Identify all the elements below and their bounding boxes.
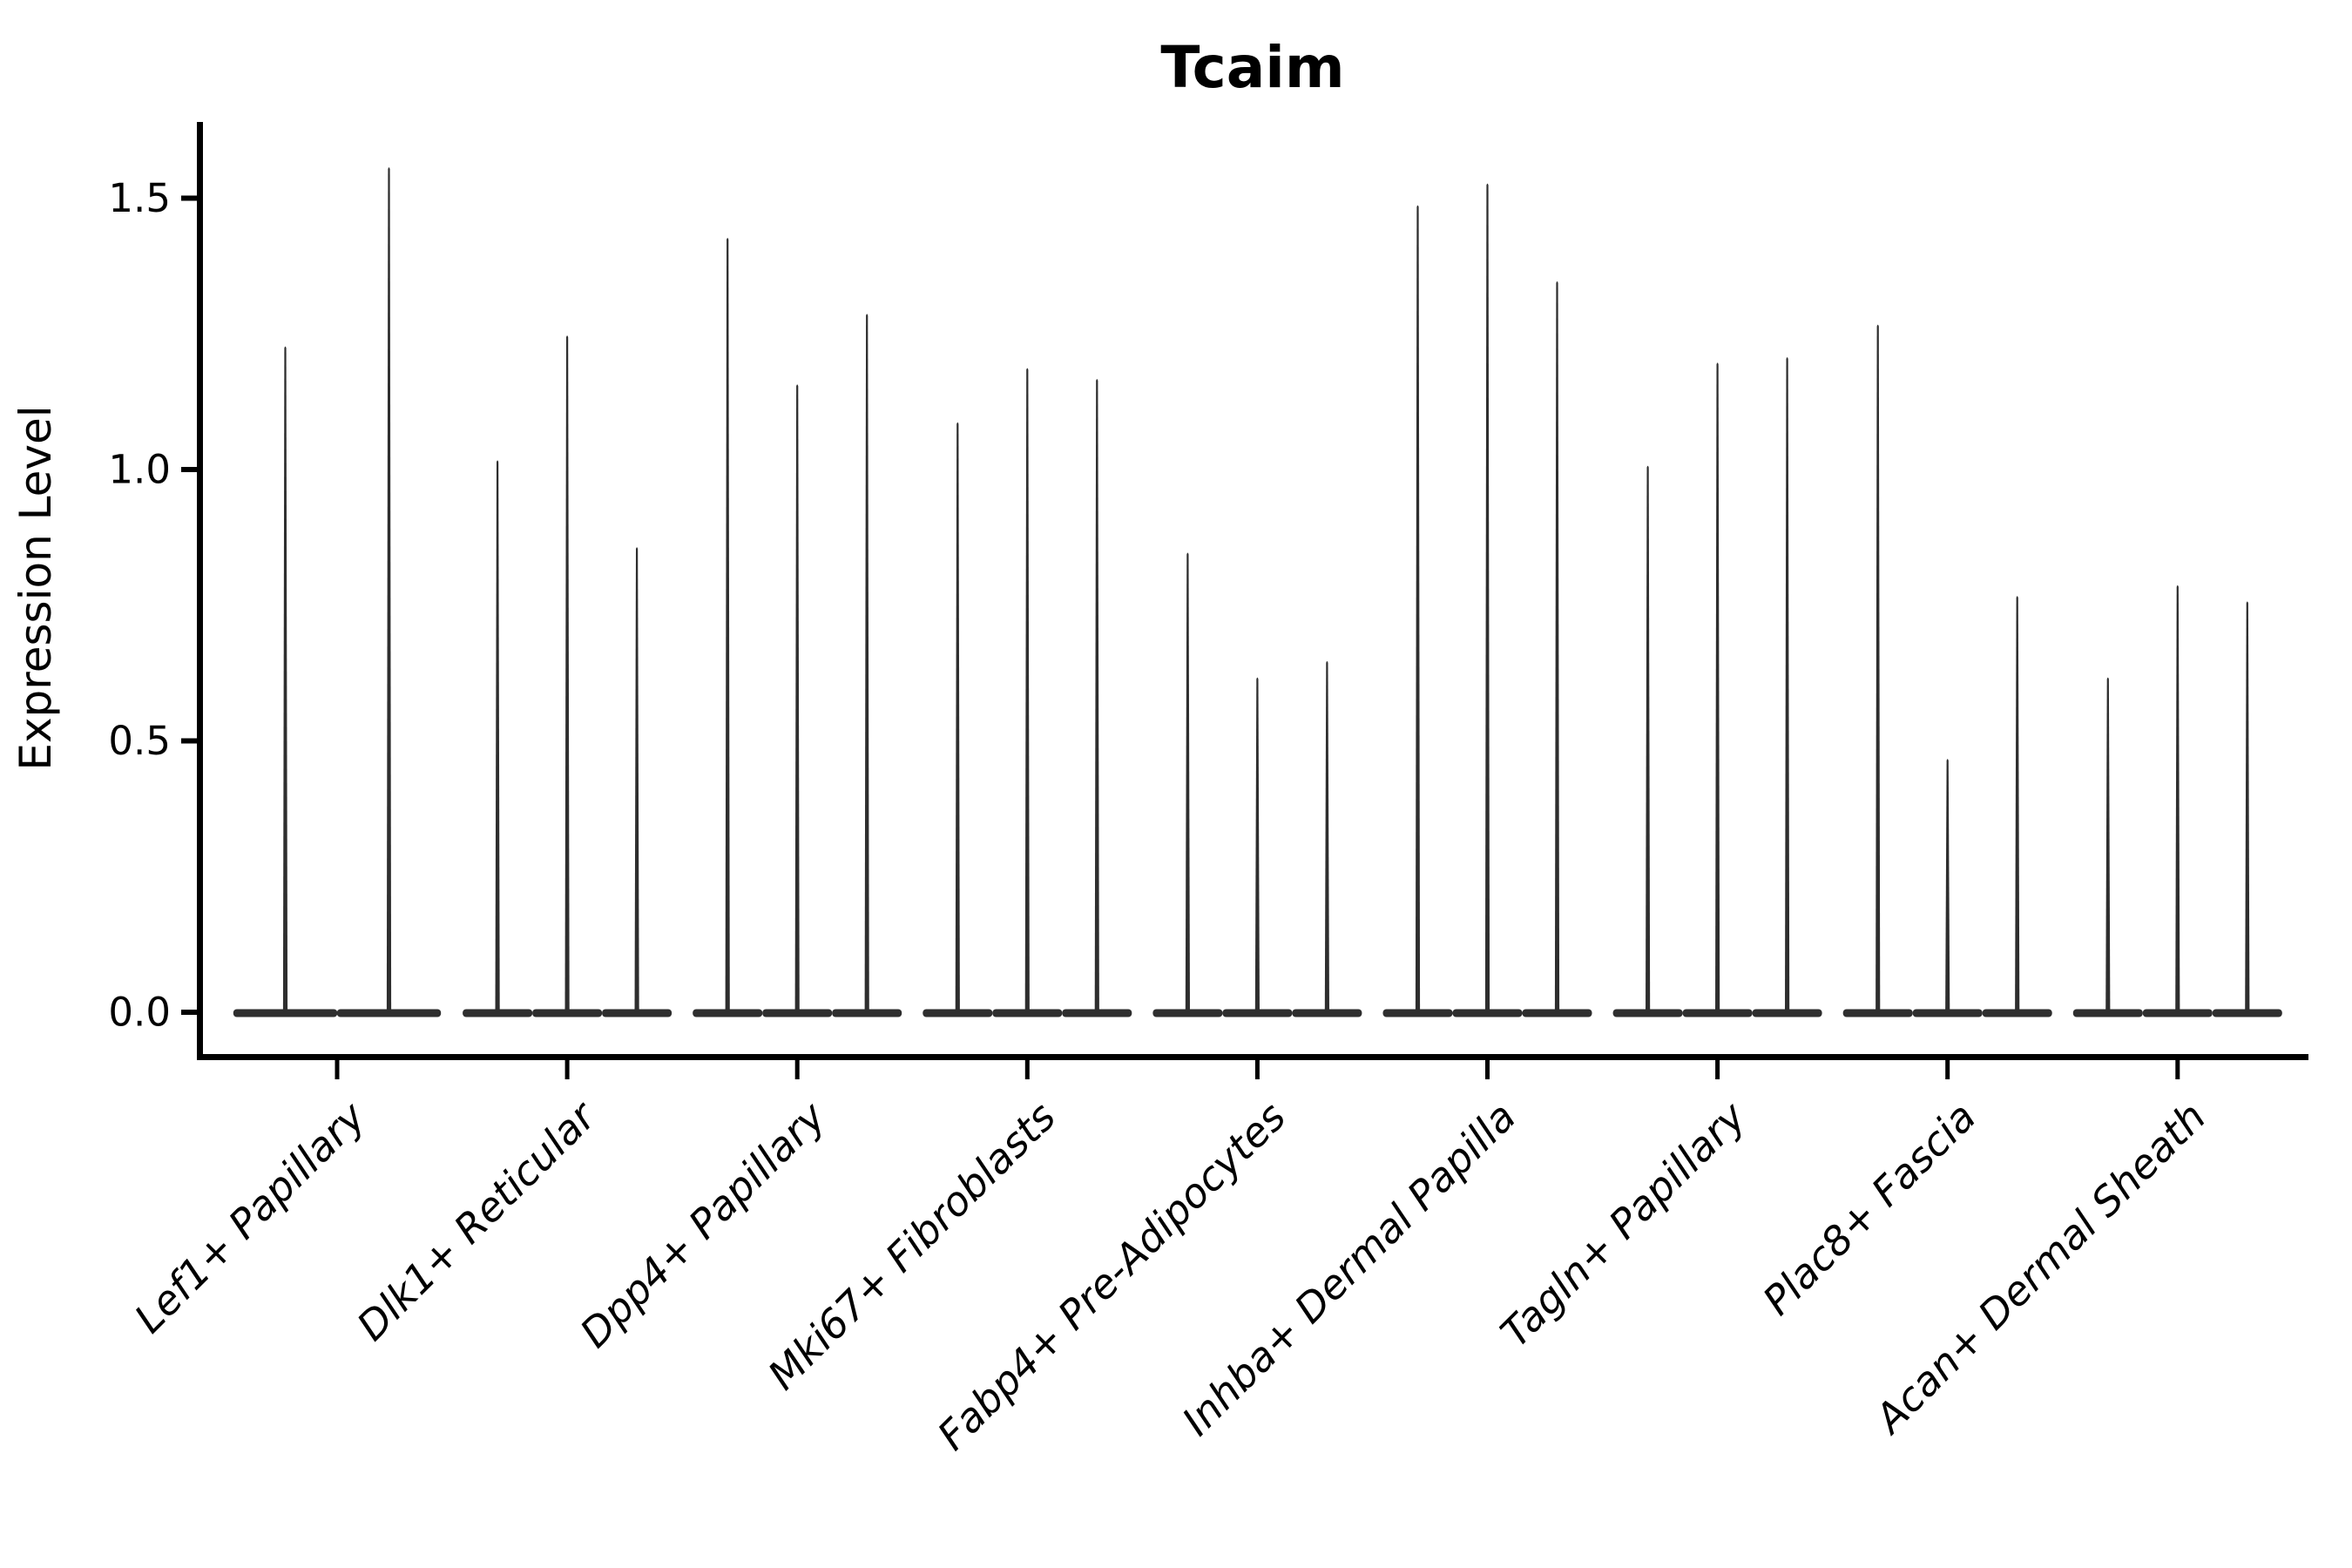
y-tick: [181, 467, 197, 472]
violin-spike: [1646, 465, 1651, 1014]
violin-spike: [2245, 601, 2250, 1014]
violin-spike: [1415, 205, 1421, 1015]
violin-spike: [2175, 585, 2180, 1014]
y-tick-label: 0.5: [108, 718, 171, 764]
y-tick: [181, 195, 197, 201]
x-tick: [2175, 1060, 2180, 1079]
violin-spike: [564, 335, 570, 1014]
violin-spike: [1185, 552, 1190, 1014]
x-tick-label: Dlk1+ Reticular: [348, 1091, 606, 1349]
x-tick-label: Tagln+ Papillary: [1491, 1092, 1755, 1356]
y-axis-spine: [197, 122, 203, 1060]
x-tick: [1024, 1060, 1030, 1079]
violin-spike: [386, 167, 392, 1014]
violin-spike: [1484, 183, 1490, 1014]
x-tick-label: Plac8+ Fascia: [1754, 1093, 1984, 1324]
violin-spike: [1324, 661, 1329, 1014]
violin-spike: [1094, 379, 1099, 1015]
x-tick: [1715, 1060, 1720, 1079]
violin-spike: [1785, 357, 1790, 1014]
violin-spike: [1945, 759, 1950, 1014]
y-tick-label: 1.5: [108, 175, 171, 221]
violin-spike: [1254, 677, 1260, 1014]
x-tick: [1254, 1060, 1260, 1079]
x-tick: [564, 1060, 570, 1079]
violin-spike: [725, 238, 730, 1014]
y-tick: [181, 738, 197, 744]
violin-spike: [794, 384, 800, 1014]
x-tick: [1485, 1060, 1490, 1079]
violin-spike: [955, 422, 960, 1014]
violin-spike: [282, 346, 288, 1015]
violin-spike: [1554, 280, 1560, 1014]
x-tick: [335, 1060, 340, 1079]
x-tick-label: Dpp4+ Papillary: [571, 1092, 835, 1356]
x-tick: [794, 1060, 800, 1079]
y-tick: [181, 1010, 197, 1015]
plot-title: Tcaim: [1160, 34, 1344, 101]
y-axis-title: Expression Level: [10, 405, 61, 770]
violin-spike: [634, 547, 639, 1014]
violin-spike: [495, 460, 500, 1014]
violin-spike: [1715, 362, 1720, 1014]
violin-spike: [1024, 368, 1030, 1014]
x-tick-label: Lef1+ Papillary: [125, 1092, 375, 1342]
y-tick-label: 1.0: [108, 447, 171, 493]
x-axis-spine: [197, 1054, 2308, 1060]
violin-spike: [1876, 324, 1881, 1014]
violin-spike: [2105, 677, 2111, 1014]
violin-spike: [2015, 596, 2020, 1014]
x-tick: [1945, 1060, 1950, 1079]
y-tick-label: 0.0: [108, 990, 171, 1036]
violin-spike: [864, 314, 869, 1015]
